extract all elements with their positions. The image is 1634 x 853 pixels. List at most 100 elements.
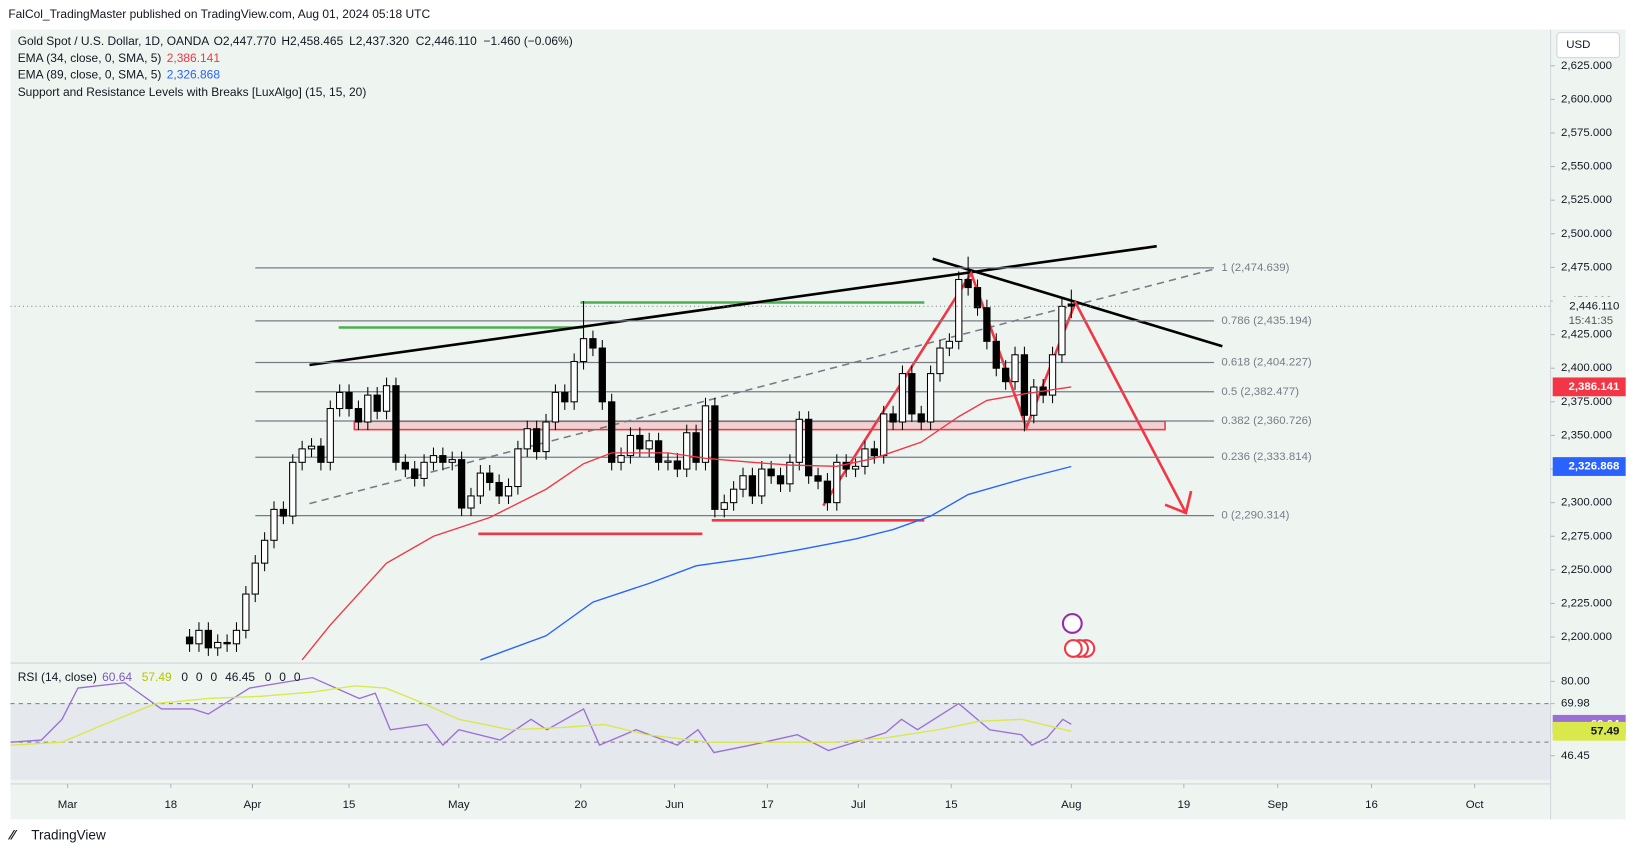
- candle-body: [392, 385, 400, 463]
- candle-body: [279, 508, 288, 517]
- candle-body: [776, 475, 785, 485]
- ohlc-open: O2,447.770: [214, 34, 277, 48]
- change: −1.460 (−0.06%): [484, 34, 573, 48]
- candle-body: [645, 440, 653, 450]
- x-tick-label: Jul: [851, 799, 866, 811]
- candle-body: [589, 338, 597, 349]
- indicator-legend: Support and Resistance Levels with Break…: [18, 85, 367, 99]
- candle-body: [1048, 354, 1057, 396]
- candle-body: [495, 481, 503, 497]
- fib-label: 0.786 (2,435.194): [1221, 315, 1312, 327]
- candle-body: [251, 562, 259, 595]
- candle-body: [758, 468, 766, 497]
- event-icon[interactable]: [1061, 613, 1083, 634]
- candle-body: [701, 405, 710, 463]
- candle-body: [767, 468, 775, 477]
- candle-body: [720, 502, 728, 510]
- candle-body: [880, 413, 888, 457]
- ohlc-close: C2,446.110: [416, 34, 477, 48]
- y-tick-label: 2,225.000: [1561, 598, 1612, 610]
- candle-body: [861, 448, 869, 467]
- chart-area: [10, 29, 1626, 820]
- footer-logo: TradingView: [31, 828, 106, 843]
- candle-body: [823, 480, 832, 504]
- candle-body: [401, 461, 409, 470]
- candle-body: [260, 539, 269, 564]
- x-tick-label: Aug: [1061, 799, 1081, 811]
- ohlc-high: H2,458.465: [281, 34, 343, 48]
- candle-body: [617, 455, 625, 463]
- candle-body: [232, 629, 241, 645]
- ema-price-tag: 2,326.868: [1568, 461, 1620, 473]
- y-tick-label: 2,200.000: [1561, 631, 1612, 643]
- ema-line: [301, 386, 1072, 661]
- candle-body: [195, 629, 203, 645]
- candle-body: [664, 460, 672, 463]
- candle-body: [532, 428, 541, 453]
- rsi-tag-bg: [1552, 721, 1626, 741]
- event-icon[interactable]: [1063, 639, 1083, 658]
- ema-legend: EMA (89, close, 0, SMA, 5): [18, 67, 162, 81]
- rsi-legend-value: 0: [211, 670, 218, 684]
- candle-body: [1011, 354, 1019, 383]
- candle-body: [805, 418, 813, 477]
- candle-body: [439, 455, 447, 463]
- candle-body: [270, 508, 278, 541]
- candle-body: [486, 472, 494, 484]
- candle-body: [373, 394, 381, 412]
- candle-body: [185, 636, 194, 645]
- candle-body: [523, 428, 531, 450]
- candle-body: [504, 485, 513, 497]
- candle-body: [411, 468, 419, 479]
- y-tick-label: 2,350.000: [1561, 429, 1612, 441]
- rsi-legend-value: 0: [294, 670, 301, 684]
- candle-body: [420, 461, 428, 479]
- candle-body: [1002, 367, 1010, 383]
- x-tick-label: 15: [343, 799, 356, 811]
- rsi-legend-value: 0: [196, 670, 203, 684]
- candle-body: [242, 593, 250, 631]
- ema-price-tag-bg: [1552, 377, 1626, 397]
- rsi-tick-label: 80.00: [1561, 675, 1590, 687]
- x-tick-label: 20: [574, 799, 587, 811]
- candle-body: [936, 347, 944, 375]
- rsi-tick-label: 46.45: [1561, 750, 1590, 762]
- candle-body: [692, 432, 700, 463]
- x-tick-label: Apr: [244, 799, 262, 811]
- candle-body: [289, 461, 297, 517]
- currency[interactable]: USD: [1566, 39, 1590, 51]
- y-tick-label: 2,550.000: [1561, 161, 1612, 173]
- candle-body: [926, 373, 935, 423]
- rsi-legend-value: 57.49: [142, 670, 172, 684]
- ema-line: [480, 465, 1072, 661]
- fib-label: 0.618 (2,404.227): [1221, 357, 1312, 369]
- y-tick-label: 2,575.000: [1561, 127, 1612, 139]
- rsi-pane: [10, 676, 1551, 780]
- candle-body: [326, 408, 334, 463]
- x-tick-label: 15: [945, 799, 958, 811]
- candle-body: [223, 641, 231, 645]
- candle-body: [542, 421, 550, 453]
- candle-body: [448, 459, 456, 463]
- rsi-legend-value: 46.45: [225, 670, 255, 684]
- candle-body: [673, 460, 681, 470]
- y-tick-label: 2,500.000: [1561, 228, 1612, 240]
- currency-button[interactable]: [1556, 32, 1620, 59]
- candle-body: [1067, 303, 1075, 307]
- candle-body: [654, 440, 663, 463]
- zone: [353, 420, 1166, 431]
- candle-body: [1030, 386, 1038, 416]
- x-tick-label: 19: [1177, 799, 1190, 811]
- candle-body: [898, 373, 907, 423]
- rsi-tag: 57.49: [1591, 725, 1620, 737]
- y-tick-label: 2,525.000: [1561, 194, 1612, 206]
- rsi-tick-label: 69.98: [1561, 698, 1590, 710]
- rsi-legend-value: 60.64: [102, 670, 132, 684]
- x-tick-label: 18: [164, 799, 177, 811]
- candle-body: [457, 459, 466, 509]
- y-tick-label: 2,475.000: [1561, 261, 1612, 273]
- candle-body: [204, 629, 212, 649]
- candle-body: [711, 405, 719, 510]
- candle-body: [467, 495, 475, 509]
- candle-body: [214, 641, 222, 649]
